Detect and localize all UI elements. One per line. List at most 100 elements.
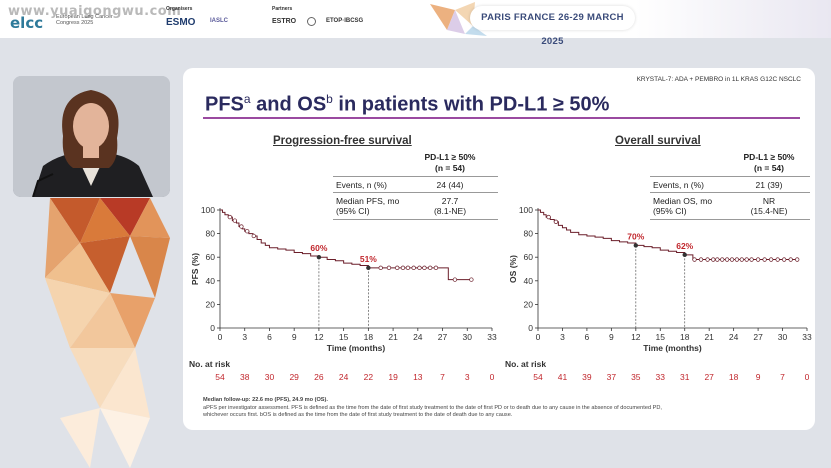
- pfs-risk-value: 29: [289, 372, 299, 382]
- estro-logo: ESTRO: [272, 18, 297, 25]
- pfs-risk-value: 13: [413, 372, 423, 382]
- os-section-title: Overall survival: [615, 135, 701, 147]
- pfs-xtick-label: 18: [364, 332, 374, 342]
- pfs-median-label-1: Median PFS, mo: [336, 196, 400, 206]
- pfs-censor-mark: [245, 229, 250, 234]
- pfs-group-n: (n = 54): [435, 163, 465, 173]
- os-landmark-point: [633, 243, 639, 248]
- pfs-ytick-label: 80: [206, 229, 216, 239]
- event-banner: PARIS FRANCE 26-29 MARCH 2025: [470, 6, 635, 47]
- pfs-median-value-1: 27.7: [441, 196, 459, 206]
- os-landmark-label: 62%: [676, 241, 693, 251]
- partners-label: Partners: [272, 6, 293, 12]
- os-landmark-label: 70%: [627, 231, 644, 241]
- os-xtick-label: 27: [753, 332, 763, 342]
- os-ytick-label: 0: [528, 323, 533, 333]
- pfs-censor-mark: [469, 277, 474, 282]
- os-censor-mark: [698, 257, 704, 262]
- os-median-value-1: NR: [762, 196, 776, 206]
- watermark-text: www.yuaigongwu.com: [8, 4, 182, 19]
- os-risk-value: 54: [533, 372, 543, 382]
- os-censor-mark: [739, 257, 744, 262]
- os-ytick-label: 100: [519, 205, 533, 215]
- pfs-risk-value: 19: [388, 372, 398, 382]
- slide-panel: KRYSTAL-7: ADA + PEMBRO in 1L KRAS G12C …: [183, 68, 815, 430]
- pfs-y-axis-label: PFS (%): [190, 253, 200, 285]
- os-xtick-label: 24: [729, 332, 739, 342]
- pfs-censor-mark: [251, 233, 256, 239]
- os-median-value-2: (15.4-NE): [750, 206, 788, 216]
- pfs-censor-mark: [428, 265, 433, 270]
- pfs-xtick-label: 9: [292, 332, 297, 342]
- title-rule: [203, 117, 800, 119]
- os-stats-table: PD-L1 ≥ 50% (n = 54) Events, n (%) 21 (3…: [650, 152, 810, 222]
- decorative-polygons: [45, 198, 170, 468]
- os-censor-mark: [553, 219, 559, 224]
- os-km-chart: 0 20 40 60 80 100 0 3 6 9 12 15 18 21 24 27 30 33 Time (mo…: [508, 205, 812, 353]
- footnote-pfs-definition: aPFS per investigator assessment. PFS is…: [203, 404, 662, 411]
- os-group-n: (n = 54): [754, 163, 784, 173]
- pfs-risk-value: 3: [464, 372, 470, 382]
- pfs-risk-value: 54: [215, 372, 225, 382]
- pfs-xtick-label: 0: [218, 332, 223, 342]
- pfs-xtick-label: 24: [413, 332, 423, 342]
- os-censor-mark: [749, 257, 754, 262]
- os-survival-curve: [538, 209, 799, 261]
- pfs-ytick-label: 40: [206, 276, 216, 286]
- os-median-value: NR (15.4-NE): [734, 193, 804, 216]
- os-censor-mark: [775, 257, 780, 262]
- os-events-value: 21 (39): [755, 180, 783, 190]
- pfs-censor-mark: [227, 214, 233, 220]
- os-xtick-label: 21: [704, 332, 714, 342]
- pfs-xtick-label: 6: [267, 332, 272, 342]
- os-censor-mark: [705, 257, 710, 262]
- pfs-xtick-label: 21: [388, 332, 398, 342]
- os-censor-mark: [711, 257, 716, 262]
- os-censor-mark: [715, 257, 720, 262]
- pfs-landmark-label: 60%: [310, 243, 327, 253]
- pfs-censor-mark: [422, 265, 427, 270]
- pfs-xtick-label: 33: [487, 332, 497, 342]
- pfs-median-label-2: (95% CI): [336, 206, 370, 216]
- pfs-risk-value: 7: [440, 372, 445, 382]
- title-sup-b: b: [326, 92, 333, 106]
- pfs-ytick-label: 20: [206, 299, 216, 309]
- os-risk-value: 37: [606, 372, 617, 382]
- os-group-name: PD-L1 ≥ 50%: [743, 152, 795, 162]
- os-risk-value: 9: [755, 372, 761, 382]
- elcc-logo: elcc: [10, 14, 44, 32]
- os-censor-mark: [720, 257, 725, 262]
- os-censor-mark: [744, 257, 749, 262]
- os-ytick-label: 20: [524, 299, 534, 309]
- footnotes: Median follow-up: 22.6 mo (PFS), 24.9 mo…: [203, 397, 793, 420]
- pfs-risk-value: 30: [264, 372, 275, 382]
- pfs-risk-value: 26: [314, 372, 324, 382]
- os-xtick-label: 6: [585, 332, 590, 342]
- pfs-censor-mark: [386, 265, 392, 270]
- pfs-ytick-label: 0: [210, 323, 215, 333]
- os-xtick-label: 9: [609, 332, 614, 342]
- os-median-label-2: (95% CI): [653, 206, 687, 216]
- os-censor-mark: [729, 257, 735, 262]
- os-xtick-label: 18: [680, 332, 690, 342]
- pfs-censor-mark: [400, 265, 406, 270]
- slide-title: PFSa and OSb in patients with PD-L1 ≥ 50…: [205, 92, 609, 117]
- os-xtick-label: 0: [536, 332, 541, 342]
- congress-header: www.yuaigongwu.com elcc European Lung Ca…: [0, 0, 831, 47]
- os-censor-mark: [724, 257, 730, 262]
- os-median-row: Median OS, mo (95% CI) NR (15.4-NE): [650, 192, 810, 220]
- pfs-risk-value: 0: [489, 372, 495, 382]
- footnote-follow-up: Median follow-up: 22.6 mo (PFS), 24.9 mo…: [203, 397, 328, 403]
- pfs-xtick-label: 27: [438, 332, 448, 342]
- pfs-xtick-label: 30: [463, 332, 473, 342]
- os-risk-value: 33: [655, 372, 665, 382]
- os-risk-value: 0: [804, 372, 810, 382]
- header-gradient: [635, 0, 831, 38]
- os-median-label: Median OS, mo (95% CI): [650, 193, 712, 219]
- speaker-video: [13, 76, 170, 197]
- pfs-median-value: 27.7 (8.1-NE): [415, 193, 485, 216]
- pfs-median-value-2: (8.1-NE): [433, 206, 467, 216]
- pfs-ytick-label: 100: [201, 205, 215, 215]
- os-xtick-label: 15: [656, 332, 666, 342]
- os-censor-mark: [762, 257, 767, 262]
